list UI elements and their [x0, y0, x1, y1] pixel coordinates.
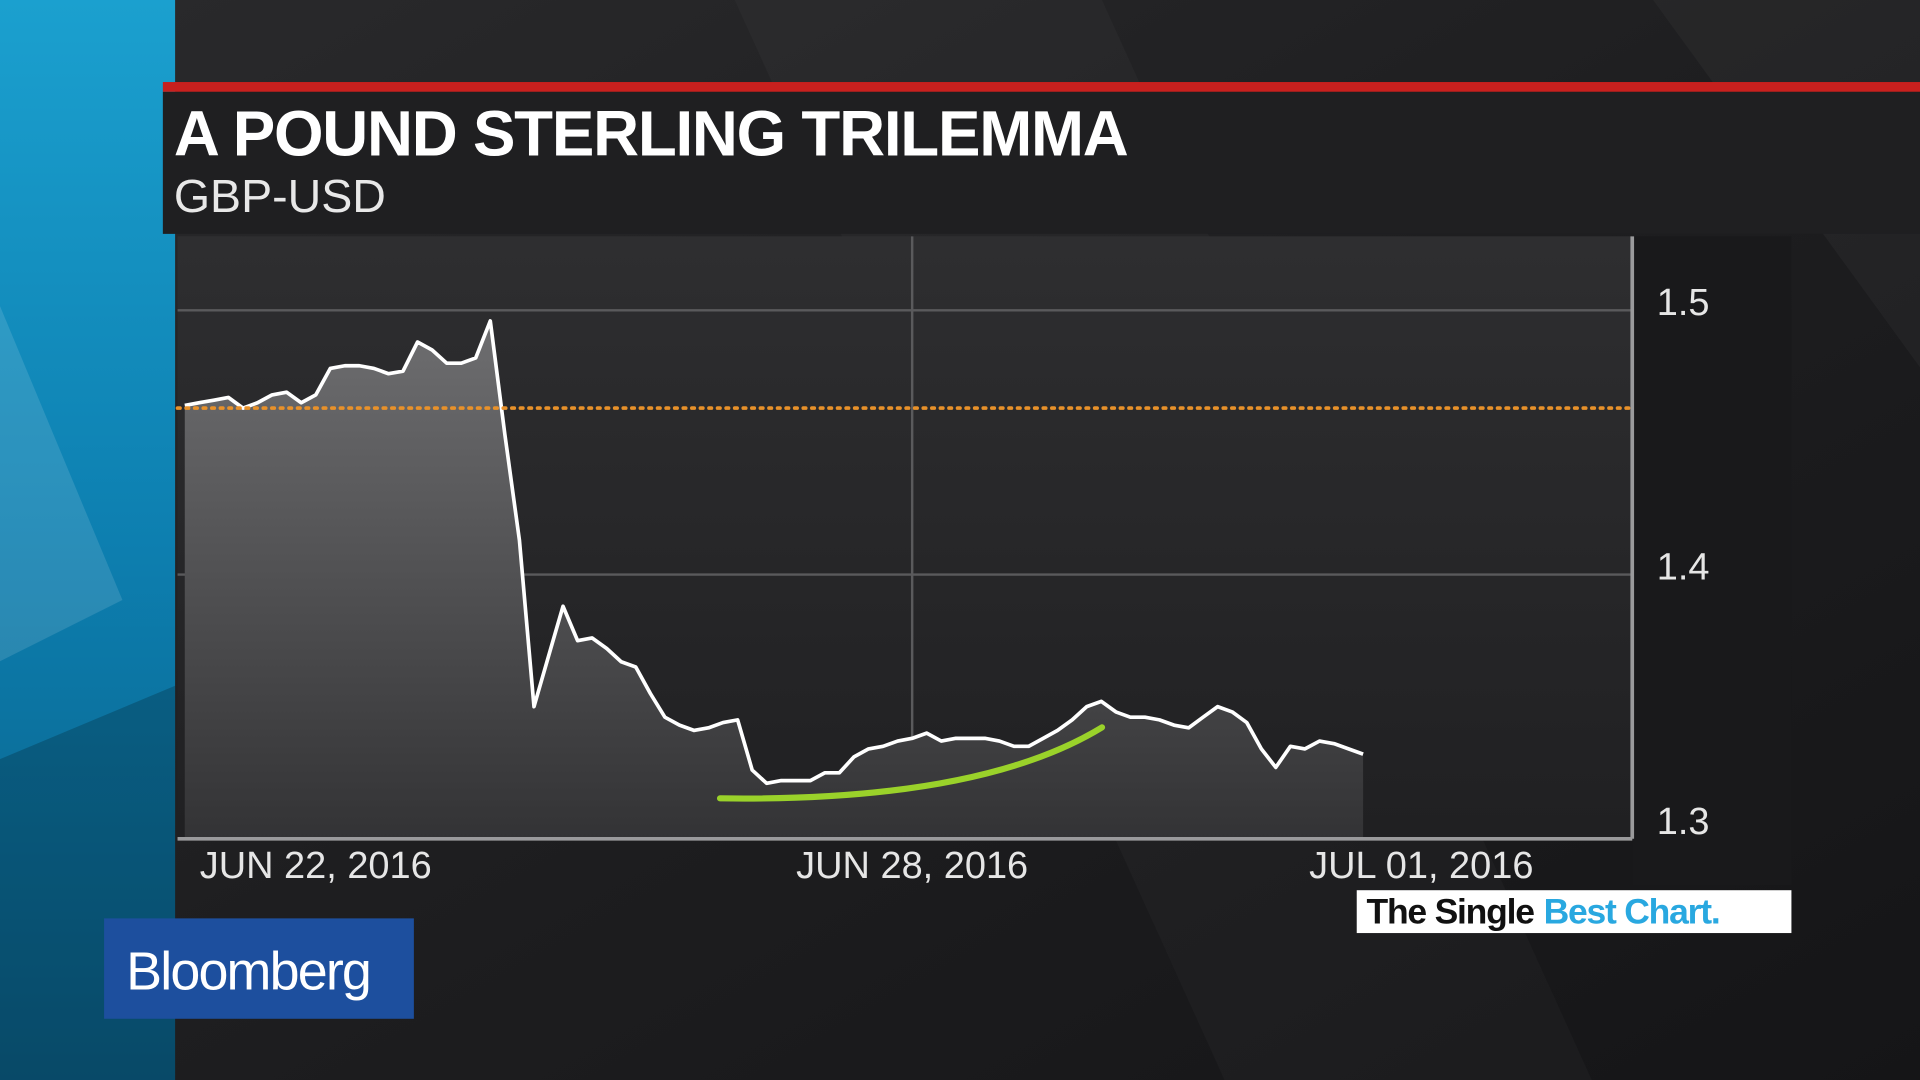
- tagline-box: [1356, 890, 1792, 934]
- logo-box: [104, 918, 414, 1019]
- plot: 1.3 1.4 1.5 JUN 22, 2016 JUN 28, 2016 JUL 01,…: [175, 236, 1710, 887]
- y-tick-label: 1.5: [1657, 282, 1710, 324]
- axis-panel: [1632, 236, 1792, 886]
- side-facet: [0, 306, 123, 662]
- logo: Bloomberg: [126, 941, 370, 1001]
- tagline-first: The Single: [1367, 891, 1535, 931]
- side-panel: [0, 0, 176, 1080]
- x-tick-label: JUL 01, 2016: [1309, 845, 1533, 887]
- x-tick-label: JUN 28, 2016: [796, 845, 1028, 887]
- chart-subtitle: GBP-USD: [174, 170, 386, 222]
- header: [162, 91, 1920, 234]
- tagline: The Single Best Chart.: [1367, 891, 1720, 931]
- line: [184, 319, 1364, 786]
- y-tick-label: 1.4: [1657, 546, 1710, 588]
- header-rule: [162, 82, 1920, 92]
- line-area: [184, 320, 1364, 839]
- y-tick-label: 1.3: [1657, 801, 1710, 843]
- tagline-second: Best Chart.: [1544, 891, 1720, 931]
- annotation-curve: [716, 724, 1106, 802]
- chart-title: A POUND STERLING TRILEMMA: [174, 99, 1128, 170]
- x-tick-label: JUN 22, 2016: [200, 845, 432, 887]
